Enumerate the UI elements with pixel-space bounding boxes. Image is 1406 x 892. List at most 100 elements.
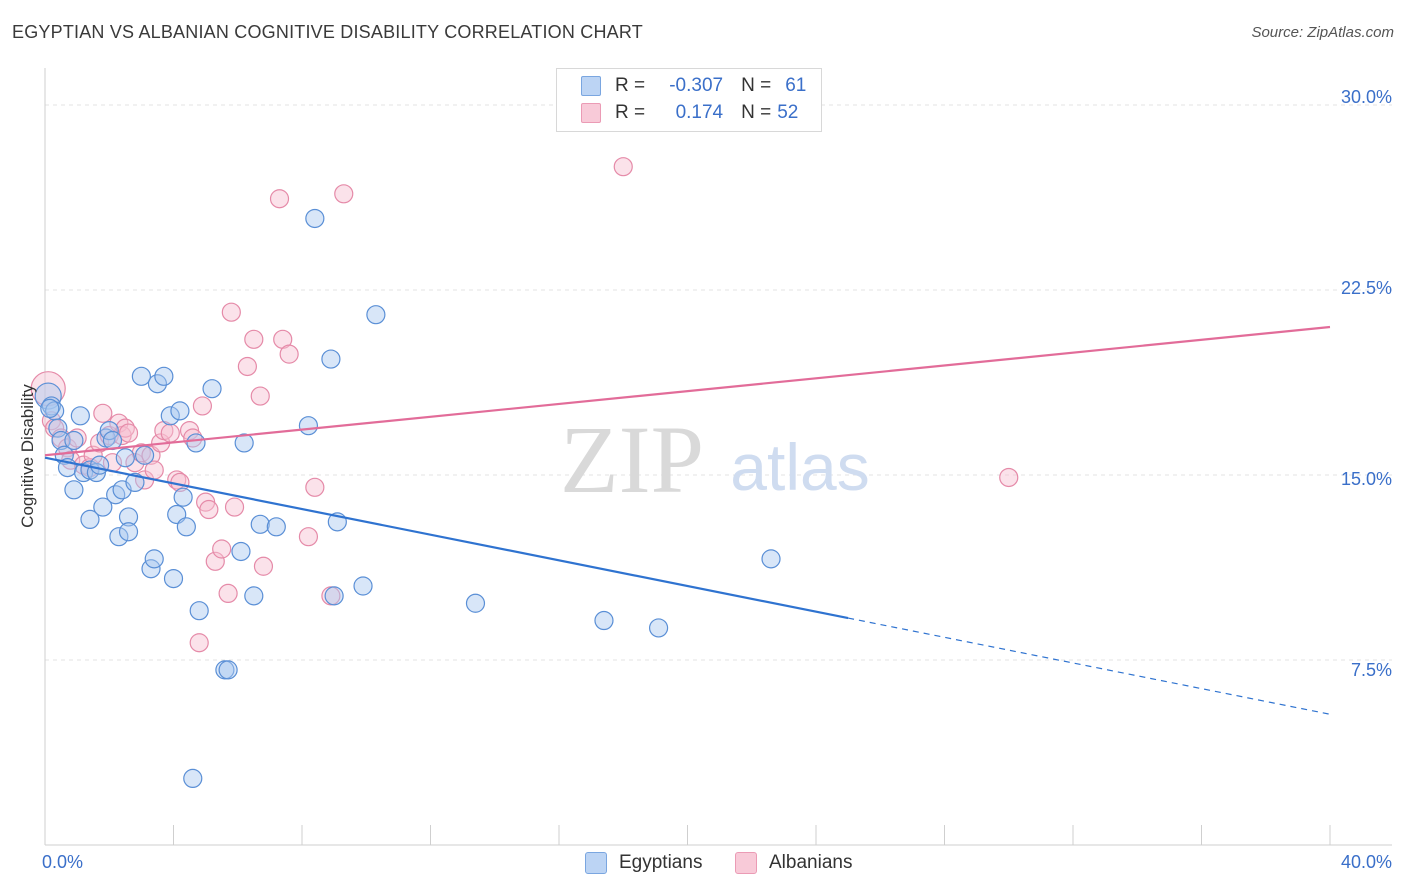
y-tick-label: 15.0% [1340, 469, 1392, 489]
egyptians-point [134, 445, 155, 465]
watermark-atlas: atlas [730, 430, 869, 504]
albanians-point [221, 302, 241, 322]
egyptians-point [324, 586, 344, 606]
egyptians-point [465, 593, 486, 613]
egyptians-point [147, 374, 168, 394]
egyptians-point [125, 472, 145, 492]
series-legend: Egyptians Albanians [0, 852, 1406, 876]
albanians-point [250, 386, 270, 406]
albanians-swatch [581, 103, 601, 123]
albanians-points [30, 157, 1019, 653]
egyptians-point [118, 507, 139, 527]
albanians-point [30, 371, 66, 407]
egyptians-point [186, 433, 206, 453]
albanians-point [279, 344, 299, 364]
egyptians-point [70, 406, 90, 426]
egyptians-point [64, 430, 84, 451]
trend-lines [44, 325, 1331, 715]
egyptians-point [115, 448, 135, 468]
egyptians-point [131, 366, 151, 386]
source-label: Source: ZipAtlas.com [1251, 24, 1394, 41]
egyptians-swatch [585, 852, 607, 874]
egyptians-point [40, 398, 60, 418]
y-tick-label: 7.5% [1350, 660, 1392, 680]
albanians-point [224, 497, 245, 517]
egyptians-point [305, 208, 325, 229]
egyptians-point [648, 618, 669, 638]
y-tick-label: 22.5% [1340, 278, 1392, 298]
y-axis-title: Cognitive Disability [18, 384, 37, 528]
egyptians-point [218, 660, 238, 680]
albanians-point [244, 329, 264, 349]
grid-lines [45, 104, 1392, 661]
albanians-point [212, 539, 232, 559]
egyptians-point [202, 379, 222, 399]
y-tick-label: 30.0% [1340, 87, 1392, 107]
legend-item-albanians: Albanians [735, 852, 852, 874]
egyptians-point [170, 401, 190, 421]
legend-n-value: 61 [785, 75, 807, 96]
albanians-point [613, 157, 633, 177]
egyptians-point [118, 522, 139, 542]
egyptians-point [90, 455, 110, 475]
albanians-point [999, 467, 1019, 488]
egyptians-trend-extension [848, 617, 1331, 715]
egyptians-point [154, 366, 174, 386]
albanians-point [253, 556, 274, 576]
egyptians-point [80, 509, 100, 530]
albanians-point [205, 551, 225, 571]
legend-n-label: N = [741, 102, 772, 123]
legend-label-egyptians: Egyptians [619, 852, 703, 873]
egyptians-point [189, 601, 209, 621]
albanians-point [269, 189, 290, 209]
egyptians-point [93, 497, 113, 517]
egyptians-point [106, 485, 126, 505]
legend-r-value: -0.307 [669, 75, 724, 96]
egyptians-point [366, 305, 386, 325]
egyptians-point [34, 382, 62, 410]
albanians-point [199, 499, 219, 520]
albanians-point [93, 403, 113, 423]
albanians-point [192, 396, 213, 416]
albanians-point [305, 477, 325, 497]
albanians-point [189, 633, 209, 653]
albanians-point [67, 428, 87, 448]
egyptians-point [250, 514, 270, 534]
albanians-swatch [735, 852, 757, 874]
legend-item-egyptians: Egyptians [585, 852, 702, 874]
egyptians-point [163, 568, 184, 589]
egyptians-point [761, 549, 781, 569]
watermark-zip: ZIP [560, 406, 704, 513]
albanians-point [109, 413, 129, 433]
egyptians-point [266, 517, 286, 537]
albanians-point [237, 356, 257, 377]
legend-r-value: 0.174 [675, 102, 724, 123]
legend-label-albanians: Albanians [769, 852, 853, 873]
albanians-point [125, 453, 145, 473]
egyptians-point [353, 576, 373, 596]
legend-r-label: R = [615, 75, 646, 96]
watermark: ZIP atlas [560, 406, 870, 513]
egyptians-point [109, 527, 129, 547]
albanians-point [218, 583, 238, 604]
axes [44, 68, 1392, 846]
egyptians-point [176, 517, 196, 537]
egyptians-point [231, 541, 251, 562]
x-axis-min-label: 0.0% [42, 852, 84, 872]
egyptians-trend-line [44, 456, 849, 620]
egyptians-point [160, 406, 180, 426]
egyptians-point [234, 433, 254, 453]
correlation-legend: R = -0.307 N = 61 R = 0.174 N = 52 [556, 68, 822, 132]
chart-title: EGYPTIAN VS ALBANIAN COGNITIVE DISABILIT… [12, 22, 643, 42]
legend-row-albanians: R = 0.174 N = 52 [581, 100, 798, 126]
egyptians-point [183, 768, 203, 789]
egyptians-point [64, 480, 84, 500]
legend-r-label: R = [615, 102, 646, 123]
egyptians-point [321, 349, 341, 369]
legend-n-value: 52 [777, 102, 799, 123]
albanians-point [334, 184, 354, 204]
egyptians-point [594, 610, 614, 631]
egyptians-point [244, 586, 264, 606]
egyptians-point [102, 430, 123, 451]
